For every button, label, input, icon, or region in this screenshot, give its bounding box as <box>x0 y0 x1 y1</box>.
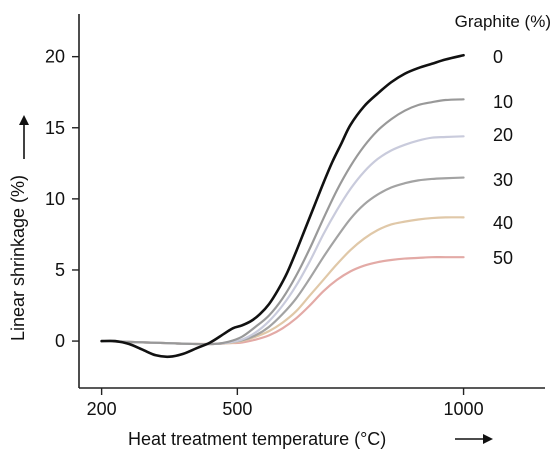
y-axis-label: Linear shrinkage (%) <box>8 175 28 341</box>
series-line-30 <box>100 176 465 346</box>
series-line-50 <box>100 256 465 346</box>
series-label-30: 30 <box>493 170 513 190</box>
x-axis-arrow-icon <box>455 434 493 444</box>
y-tick-label-2: 10 <box>45 189 65 209</box>
x-tick-label-0: 200 <box>87 399 117 419</box>
y-tick-label-3: 15 <box>45 118 65 138</box>
x-axis-label: Heat treatment temperature (°C) <box>128 429 386 449</box>
legend-title: Graphite (%) <box>455 12 551 31</box>
x-tick-label-2: 1000 <box>444 399 484 419</box>
series-label-20: 20 <box>493 125 513 145</box>
series-label-10: 10 <box>493 92 513 112</box>
y-tick-label-1: 5 <box>55 260 65 280</box>
series-line-10 <box>100 98 465 346</box>
series-label-40: 40 <box>493 213 513 233</box>
series-label-0: 0 <box>493 47 503 67</box>
x-tick-label-1: 500 <box>222 399 252 419</box>
y-tick-label-4: 20 <box>45 47 65 67</box>
series-labels: 0 10 20 30 40 50 <box>493 47 513 268</box>
y-axis-arrow-icon <box>19 115 29 159</box>
series-line-0 <box>100 53 465 359</box>
y-tick-label-0: 0 <box>55 331 65 351</box>
series-label-50: 50 <box>493 248 513 268</box>
ticks: 200 500 1000 0 5 10 15 20 <box>45 47 484 419</box>
series-group <box>100 53 465 359</box>
axes <box>78 14 545 389</box>
